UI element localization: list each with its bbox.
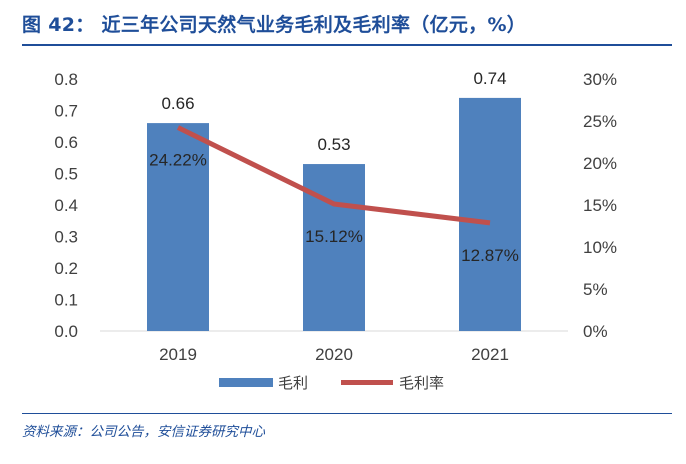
y-right-tick-label: 25% (583, 112, 617, 131)
y-right-tick-label: 20% (583, 154, 617, 173)
y-right-tick-label: 15% (583, 196, 617, 215)
bar-2020 (303, 164, 365, 331)
bar-value-label: 0.74 (473, 69, 506, 88)
x-category-label: 2021 (471, 345, 509, 364)
y-left-tick-label: 0.2 (54, 259, 78, 278)
bar-value-label: 0.53 (317, 135, 350, 154)
bar-data-labels: 0.66 0.53 0.74 (161, 69, 506, 154)
bar-series (147, 97, 521, 332)
legend-label-bar: 毛利 (278, 374, 308, 392)
y-left-tick-label: 0.1 (54, 291, 78, 310)
gross-margin-line (176, 125, 491, 226)
y-left-axis: 0.0 0.1 0.2 0.3 0.4 0.5 0.6 0.7 0.8 (54, 70, 78, 341)
bar-2021 (459, 97, 521, 332)
y-right-tick-label: 0% (583, 322, 608, 341)
line-series (176, 125, 491, 226)
x-category-label: 2020 (315, 345, 353, 364)
x-axis-categories: 2019 2020 2021 (159, 345, 509, 364)
figure-title: 图 42： 近三年公司天然气业务毛利及毛利率（亿元，%） (22, 14, 527, 36)
source-divider (22, 413, 672, 414)
line-data-labels: 24.22% 15.12% 12.87% (149, 151, 519, 265)
line-value-label: 15.12% (305, 227, 363, 246)
legend-label-line: 毛利率 (399, 374, 444, 392)
legend: 毛利 毛利率 (219, 374, 444, 392)
bar-2019 (147, 123, 209, 331)
x-category-label: 2019 (159, 345, 197, 364)
y-right-tick-label: 10% (583, 238, 617, 257)
legend-swatch-bar (219, 378, 273, 387)
y-left-tick-label: 0.8 (54, 70, 78, 89)
line-value-label: 24.22% (149, 151, 207, 170)
title-divider (22, 44, 672, 46)
y-left-tick-label: 0.7 (54, 102, 78, 121)
y-left-tick-label: 0.6 (54, 133, 78, 152)
bar-value-label: 0.66 (161, 94, 194, 113)
y-left-tick-label: 0.4 (54, 196, 78, 215)
line-value-label: 12.87% (461, 246, 519, 265)
y-left-tick-label: 0.5 (54, 165, 78, 184)
y-left-tick-label: 0.0 (54, 322, 78, 341)
y-right-axis: 0% 5% 10% 15% 20% 25% 30% (583, 70, 617, 341)
y-right-tick-label: 30% (583, 70, 617, 89)
y-right-tick-label: 5% (583, 280, 608, 299)
source-note: 资料来源：公司公告，安信证券研究中心 (22, 424, 265, 440)
y-left-tick-label: 0.3 (54, 228, 78, 247)
